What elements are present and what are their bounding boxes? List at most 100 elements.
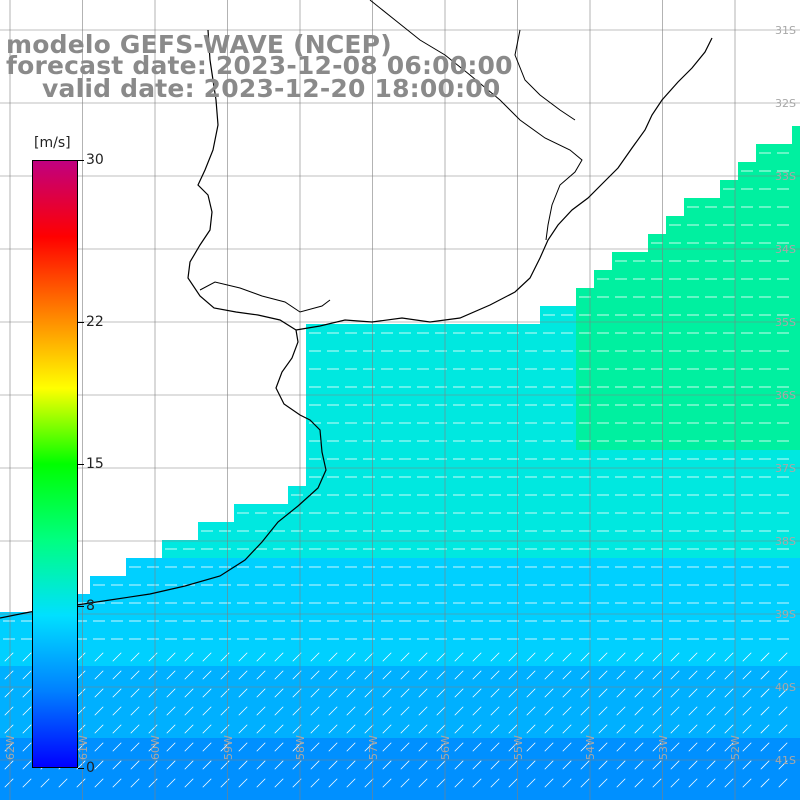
wind-arrow <box>526 670 536 680</box>
wind-arrow <box>490 724 500 734</box>
wind-arrow <box>454 724 464 734</box>
wind-arrow <box>148 652 158 662</box>
wind-arrow <box>706 706 716 716</box>
wind-cell <box>792 540 800 558</box>
wind-arrow <box>778 778 788 788</box>
wind-arrow <box>598 688 608 698</box>
latitude-label: 41S <box>775 754 796 767</box>
wind-arrow <box>184 778 194 788</box>
wind-arrow <box>454 778 464 788</box>
wind-arrow <box>256 706 266 716</box>
wind-cell <box>792 702 800 720</box>
wind-arrow <box>598 670 608 680</box>
longitude-label: 62W <box>4 735 17 760</box>
wind-cell <box>792 216 800 234</box>
wind-cell <box>792 684 800 702</box>
wind-cell <box>504 792 522 800</box>
wind-arrow <box>184 670 194 680</box>
wind-arrow <box>616 688 626 698</box>
wind-arrow <box>400 760 410 770</box>
latitude-label: 35S <box>775 316 796 329</box>
wind-arrow <box>346 688 356 698</box>
wind-arrow <box>508 742 518 752</box>
wind-arrow <box>4 742 14 752</box>
wind-arrow <box>94 760 104 770</box>
wind-arrow <box>742 724 752 734</box>
wind-arrow <box>490 760 500 770</box>
wind-arrow <box>328 742 338 752</box>
latitude-label: 34S <box>775 243 796 256</box>
wind-arrow <box>760 706 770 716</box>
wind-arrow <box>94 652 104 662</box>
wind-arrow <box>256 670 266 680</box>
wind-arrow <box>472 724 482 734</box>
wind-arrow <box>364 760 374 770</box>
wind-arrow <box>94 706 104 716</box>
latitude-label: 33S <box>775 170 796 183</box>
wind-arrow <box>130 724 140 734</box>
wind-arrow <box>652 760 662 770</box>
wind-cell <box>378 792 396 800</box>
wind-arrow <box>328 670 338 680</box>
wind-arrow <box>562 742 572 752</box>
wind-arrow <box>742 760 752 770</box>
wind-arrow <box>22 724 32 734</box>
wind-cell <box>792 324 800 342</box>
wind-arrow <box>652 724 662 734</box>
wind-arrow <box>454 706 464 716</box>
colorbar-tick-label: 22 <box>86 314 104 331</box>
wind-cell <box>468 792 486 800</box>
longitude-label: 56W <box>439 735 452 760</box>
wind-cell <box>792 738 800 756</box>
wind-arrow <box>130 652 140 662</box>
wind-arrow <box>760 652 770 662</box>
wind-arrow <box>130 688 140 698</box>
wind-arrow <box>454 760 464 770</box>
wind-arrow <box>400 652 410 662</box>
wind-arrow <box>346 652 356 662</box>
wind-arrow <box>418 688 428 698</box>
wind-cell <box>792 666 800 684</box>
wind-arrow <box>400 706 410 716</box>
wind-arrow <box>634 760 644 770</box>
wind-arrow <box>562 778 572 788</box>
wind-arrow <box>310 706 320 716</box>
wind-arrow <box>328 724 338 734</box>
wind-arrow <box>634 670 644 680</box>
wind-arrow <box>364 670 374 680</box>
wind-arrow <box>220 670 230 680</box>
wind-arrow <box>490 742 500 752</box>
wind-arrow <box>184 724 194 734</box>
wind-cell <box>756 792 774 800</box>
longitude-label: 59W <box>221 735 235 760</box>
wind-arrow <box>634 706 644 716</box>
wind-arrow <box>238 688 248 698</box>
wind-arrow <box>706 724 716 734</box>
wind-cell <box>792 450 800 468</box>
wind-arrow <box>778 688 788 698</box>
wind-cell <box>432 792 450 800</box>
wind-arrow <box>634 724 644 734</box>
wind-arrow <box>346 724 356 734</box>
wind-cell <box>792 576 800 594</box>
longitude-label: 53W <box>656 735 670 760</box>
wind-cell <box>792 378 800 396</box>
wind-arrow <box>22 742 32 752</box>
wind-arrow <box>436 742 446 752</box>
wind-arrow <box>202 652 212 662</box>
colorbar-tick-mark <box>78 322 84 324</box>
wind-cell <box>576 792 594 800</box>
wind-arrow <box>310 778 320 788</box>
wind-arrow <box>148 742 158 752</box>
wind-arrow <box>220 652 230 662</box>
wind-cell <box>792 522 800 540</box>
wind-arrow <box>616 760 626 770</box>
wind-cell <box>324 792 342 800</box>
wind-cell <box>270 792 288 800</box>
wind-arrow <box>238 742 248 752</box>
wind-cell <box>90 792 108 800</box>
wind-cell <box>342 792 360 800</box>
wind-arrow <box>418 670 428 680</box>
wind-arrow <box>436 760 446 770</box>
